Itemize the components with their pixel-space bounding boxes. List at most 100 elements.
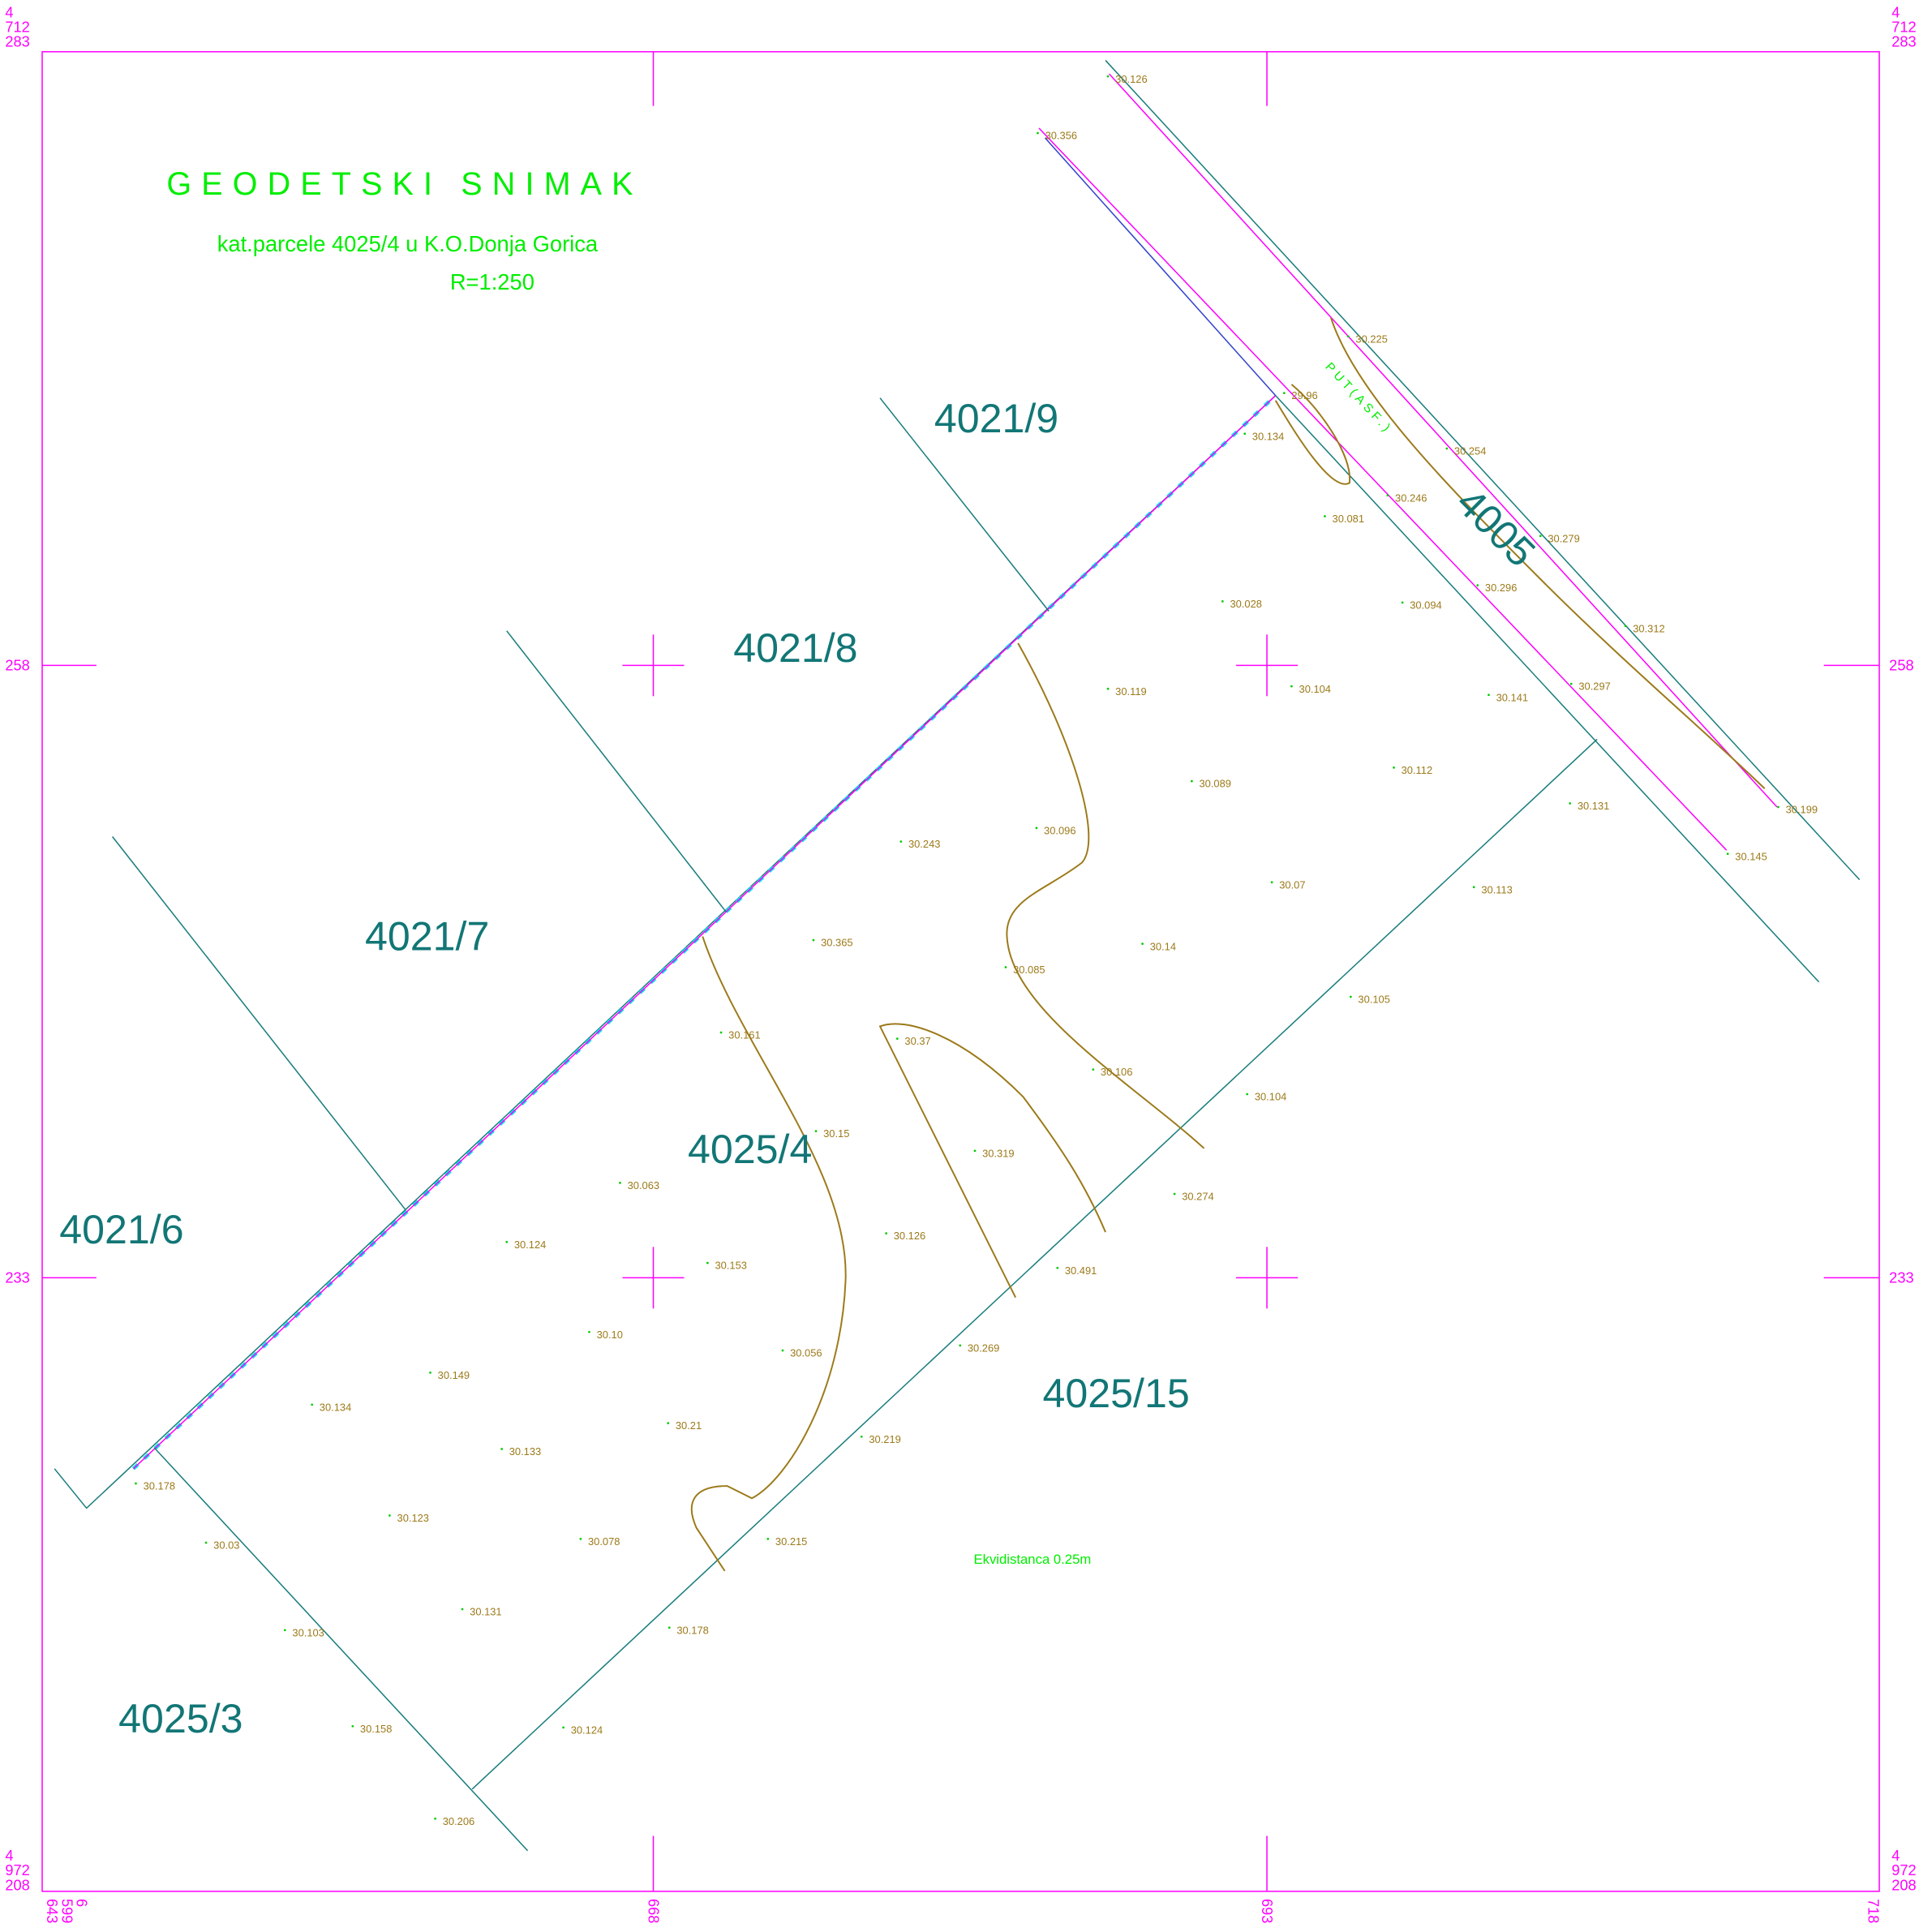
spot-point xyxy=(1290,685,1293,688)
coordinate-label: 233 xyxy=(5,1269,29,1286)
parcel-label: 4021/8 xyxy=(733,625,857,671)
spot-point xyxy=(1106,75,1110,78)
coordinate-label: 283 xyxy=(5,34,29,50)
spot-point xyxy=(429,1371,431,1374)
spot-height: 30.03 xyxy=(213,1539,239,1552)
spot-point xyxy=(1569,802,1572,805)
spot-height: 30.028 xyxy=(1230,598,1261,610)
spot-height: 30.491 xyxy=(1065,1264,1097,1277)
coordinate-label: 4 xyxy=(5,1848,13,1864)
spot-height: 30.131 xyxy=(470,1606,501,1618)
coordinate-label: 693 xyxy=(1259,1899,1275,1923)
spot-height: 30.145 xyxy=(1735,850,1767,862)
spot-height: 30.126 xyxy=(894,1230,925,1242)
spot-height: 30.199 xyxy=(1786,804,1818,816)
parcel-label: 4025/3 xyxy=(118,1696,243,1741)
spot-height: 30.104 xyxy=(1299,683,1331,695)
coordinate-label: 258 xyxy=(5,657,29,673)
spot-height: 30.254 xyxy=(1454,445,1486,457)
coordinate-label: 643 xyxy=(44,1899,60,1923)
spot-point xyxy=(1092,1068,1095,1071)
spot-point xyxy=(351,1724,354,1728)
spot-point xyxy=(311,1403,314,1406)
spot-point xyxy=(973,1149,977,1153)
spot-height: 30.106 xyxy=(1101,1066,1132,1078)
spot-point xyxy=(1190,779,1193,783)
spot-height: 30.279 xyxy=(1548,532,1579,544)
spot-point xyxy=(1472,886,1475,889)
boundaries xyxy=(54,59,1861,1852)
coordinate-label: 283 xyxy=(1891,34,1916,50)
spot-height: 30.37 xyxy=(904,1035,930,1047)
parcel-label: 4025/4 xyxy=(688,1127,812,1172)
spot-height: 30.219 xyxy=(869,1433,900,1445)
spot-height: 30.134 xyxy=(320,1401,351,1413)
spot-point xyxy=(781,1349,784,1352)
spot-height: 30.296 xyxy=(1485,582,1517,594)
spot-point xyxy=(1488,693,1490,697)
spot-height: 30.274 xyxy=(1182,1191,1213,1203)
spot-height: 30.124 xyxy=(571,1724,603,1736)
spot-point xyxy=(1173,1192,1176,1196)
coordinate-label: 6 xyxy=(74,1899,90,1907)
spot-point xyxy=(1056,1266,1059,1269)
spot-height: 30.104 xyxy=(1255,1091,1286,1103)
spot-point xyxy=(895,1037,899,1040)
spot-height: 30.081 xyxy=(1333,513,1364,525)
spot-height: 30.096 xyxy=(1044,824,1075,836)
spot-point xyxy=(1539,535,1542,538)
spot-point xyxy=(719,1031,723,1034)
spot-point xyxy=(1726,852,1729,856)
spot-height: 30.10 xyxy=(597,1329,623,1341)
spot-height: 30.133 xyxy=(509,1445,541,1458)
coordinate-label: 4 xyxy=(1891,1848,1900,1864)
spot-point xyxy=(959,1344,962,1347)
spot-height: 30.124 xyxy=(514,1239,546,1251)
spot-point xyxy=(812,938,815,942)
spot-height: 30.161 xyxy=(728,1029,760,1041)
spot-point xyxy=(1393,766,1395,769)
coordinate-label: 668 xyxy=(645,1899,661,1923)
spot-height: 30.356 xyxy=(1045,130,1077,142)
spot-point xyxy=(500,1448,504,1450)
spot-height: 30.119 xyxy=(1115,685,1147,698)
spot-height: 30.063 xyxy=(628,1179,659,1191)
spot-height: 30.178 xyxy=(144,1480,175,1492)
coordinate-label: 599 xyxy=(58,1899,75,1923)
spot-point xyxy=(283,1629,286,1632)
spot-point xyxy=(204,1541,208,1544)
spot-height: 30.131 xyxy=(1578,800,1609,812)
spot-height: 30.141 xyxy=(1496,691,1528,703)
spot-point xyxy=(579,1538,582,1540)
spot-height: 30.149 xyxy=(438,1369,470,1381)
spot-point xyxy=(860,1435,863,1438)
spot-point xyxy=(1243,432,1247,436)
spot-height: 30.15 xyxy=(823,1127,849,1140)
coordinate-label: 718 xyxy=(1865,1899,1881,1923)
coordinate-label: 4 xyxy=(5,4,13,20)
spot-height: 30.123 xyxy=(397,1512,429,1524)
parcel-label: 4025/15 xyxy=(1043,1371,1190,1416)
spot-height: 29.96 xyxy=(1291,389,1317,401)
spot-point xyxy=(1246,1093,1249,1096)
spot-height: 30.134 xyxy=(1252,430,1284,442)
coordinate-label: 233 xyxy=(1889,1269,1913,1286)
spot-point xyxy=(899,840,903,843)
spot-height: 30.094 xyxy=(1410,599,1441,611)
spot-point xyxy=(1349,995,1352,998)
spot-height: 30.206 xyxy=(443,1815,474,1827)
contours xyxy=(690,317,1766,1572)
spot-height: 30.246 xyxy=(1395,492,1427,504)
parcel-label: 4021/9 xyxy=(934,396,1058,441)
spot-point xyxy=(505,1240,509,1243)
spot-point xyxy=(562,1726,565,1729)
spot-point xyxy=(1106,687,1110,690)
grid-ticks xyxy=(42,51,1880,1891)
spot-point xyxy=(1035,826,1038,830)
spot-height: 30.297 xyxy=(1578,680,1610,693)
spot-point xyxy=(434,1817,436,1820)
scale: R=1:250 xyxy=(450,269,534,294)
spot-height: 30.269 xyxy=(968,1342,999,1354)
